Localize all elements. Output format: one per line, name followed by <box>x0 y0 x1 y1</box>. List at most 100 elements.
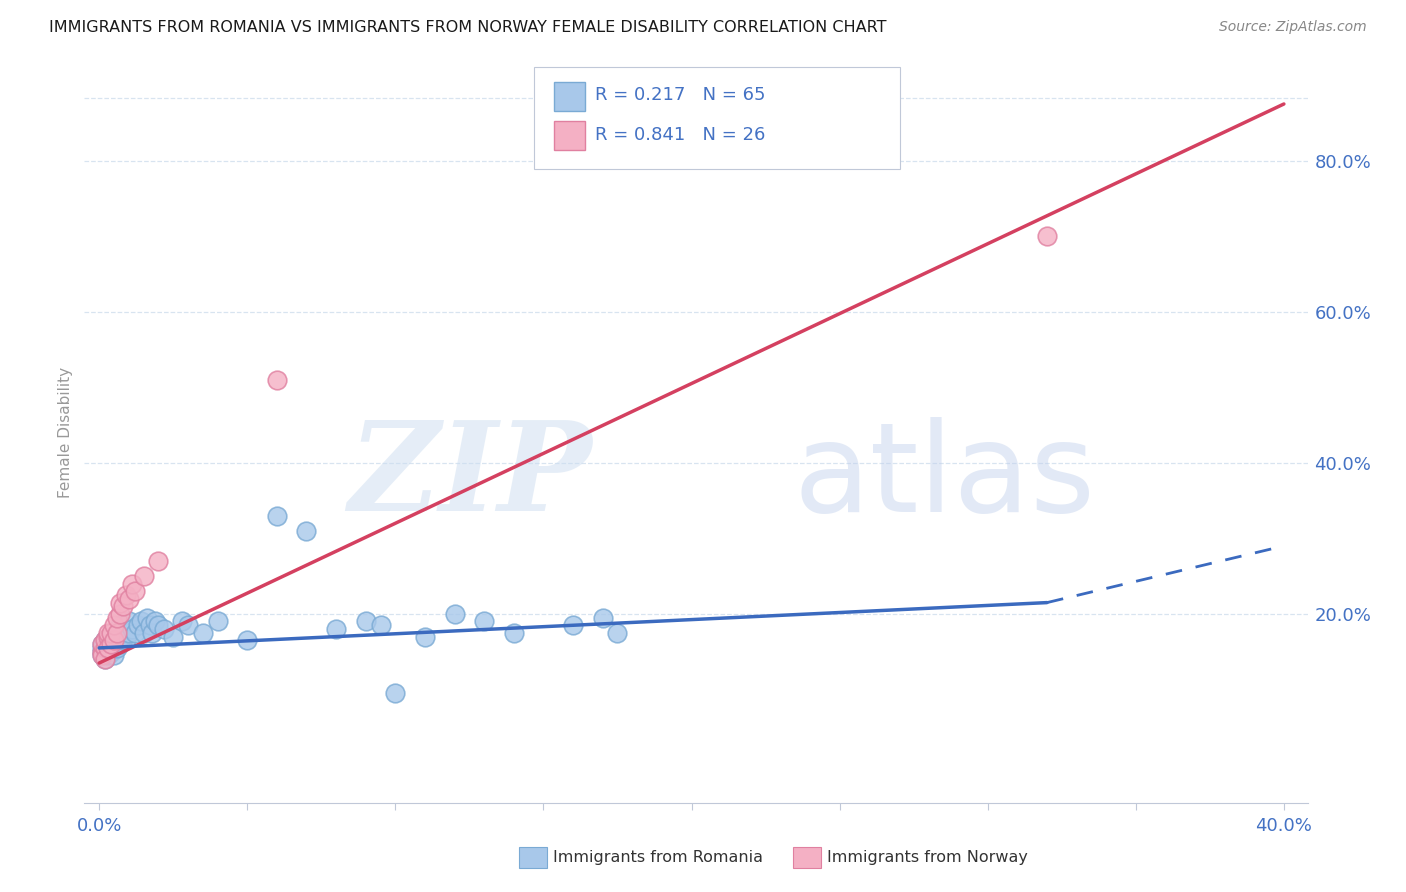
Point <box>354 615 377 629</box>
Point <box>91 645 114 659</box>
Point <box>502 625 524 640</box>
Point <box>91 637 114 651</box>
Point <box>118 591 141 606</box>
Point <box>108 630 131 644</box>
Text: Immigrants from Norway: Immigrants from Norway <box>827 850 1028 864</box>
Point <box>148 618 170 632</box>
Point <box>100 637 122 651</box>
Point <box>111 625 134 640</box>
Point <box>108 618 131 632</box>
Point <box>97 648 120 663</box>
Point <box>114 625 136 640</box>
Point <box>97 645 120 659</box>
Point <box>100 640 122 655</box>
Point <box>103 640 125 655</box>
Point <box>103 630 125 644</box>
Point <box>129 615 152 629</box>
Point <box>103 648 125 663</box>
Text: R = 0.217   N = 65: R = 0.217 N = 65 <box>595 87 765 104</box>
Point <box>153 622 176 636</box>
Point <box>124 625 146 640</box>
Point <box>100 630 122 644</box>
Text: Immigrants from Romania: Immigrants from Romania <box>553 850 762 864</box>
Point <box>108 637 131 651</box>
Point <box>562 618 585 632</box>
Point <box>103 618 125 632</box>
Point <box>132 625 155 640</box>
Point <box>236 633 259 648</box>
Point <box>295 524 318 538</box>
Point <box>413 630 436 644</box>
Point <box>105 611 128 625</box>
Point <box>94 652 117 666</box>
Point <box>97 640 120 655</box>
Point <box>97 640 120 655</box>
Point <box>121 576 143 591</box>
Point <box>135 611 157 625</box>
Point <box>111 599 134 614</box>
Point <box>108 607 131 621</box>
Point <box>384 686 406 700</box>
Point <box>103 633 125 648</box>
Point <box>145 615 167 629</box>
Point <box>94 633 117 648</box>
Point <box>177 618 200 632</box>
Point <box>370 618 392 632</box>
Point <box>592 611 614 625</box>
Point <box>94 640 117 655</box>
Point <box>472 615 495 629</box>
Point <box>103 633 125 648</box>
Point <box>114 633 136 648</box>
Point <box>105 625 128 640</box>
Point <box>443 607 465 621</box>
Point <box>103 637 125 651</box>
Point <box>91 645 114 659</box>
Text: atlas: atlas <box>794 417 1095 538</box>
Point <box>141 625 163 640</box>
Point <box>94 633 117 648</box>
Text: IMMIGRANTS FROM ROMANIA VS IMMIGRANTS FROM NORWAY FEMALE DISABILITY CORRELATION : IMMIGRANTS FROM ROMANIA VS IMMIGRANTS FR… <box>49 20 887 35</box>
Point <box>105 625 128 640</box>
Point <box>325 622 347 636</box>
Point <box>266 508 288 523</box>
Point <box>148 554 170 568</box>
Point <box>100 625 122 640</box>
Point <box>118 625 141 640</box>
Point <box>118 615 141 629</box>
Point <box>606 625 628 640</box>
Y-axis label: Female Disability: Female Disability <box>58 367 73 499</box>
Point <box>91 648 114 663</box>
Point <box>97 637 120 651</box>
Point <box>121 622 143 636</box>
Point <box>91 640 114 655</box>
Point <box>1036 229 1059 244</box>
Text: R = 0.841   N = 26: R = 0.841 N = 26 <box>595 126 765 144</box>
Point <box>91 637 114 651</box>
Point <box>97 625 120 640</box>
Point <box>124 584 146 599</box>
Point <box>97 640 120 655</box>
Point <box>127 618 149 632</box>
Point <box>94 648 117 663</box>
Point <box>97 630 120 644</box>
Point <box>114 588 136 602</box>
Text: Source: ZipAtlas.com: Source: ZipAtlas.com <box>1219 20 1367 34</box>
Point <box>94 652 117 666</box>
Point <box>100 637 122 651</box>
Point <box>191 625 214 640</box>
Point <box>91 648 114 663</box>
Point <box>207 615 229 629</box>
Text: ZIP: ZIP <box>349 417 592 538</box>
Point <box>105 640 128 655</box>
Point <box>94 640 117 655</box>
Point <box>94 645 117 659</box>
Point <box>266 373 288 387</box>
Point <box>132 569 155 583</box>
Point <box>172 615 194 629</box>
Point <box>105 637 128 651</box>
Point <box>100 645 122 659</box>
Point <box>162 630 184 644</box>
Point <box>111 633 134 648</box>
Point <box>108 596 131 610</box>
Point <box>138 618 160 632</box>
